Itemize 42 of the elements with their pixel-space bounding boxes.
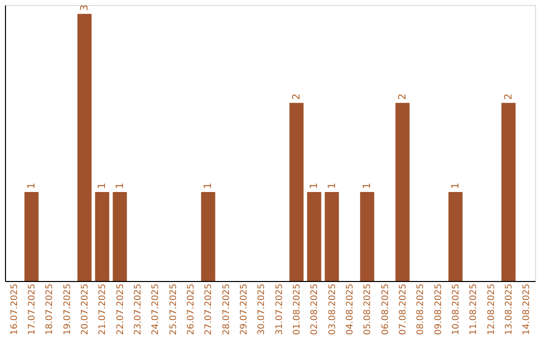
x-tick-label: 22.07.2025 [116,284,126,336]
x-tick-label: 29.07.2025 [240,284,250,336]
x-tick-label: 10.08.2025 [452,284,462,336]
x-tick-label: 07.08.2025 [398,284,408,336]
x-tick-label: 06.08.2025 [380,284,391,336]
x-tick-label: 11.08.2025 [469,284,480,336]
data-label: 1 [326,182,338,189]
data-label: 1 [26,182,38,189]
data-label: 1 [362,182,374,189]
data-label: 1 [309,182,320,189]
data-label: 2 [504,94,514,100]
x-tick-label: 24.07.2025 [151,284,162,336]
x-tick-label: 19.07.2025 [62,284,73,336]
x-tick-label: 05.08.2025 [363,284,374,336]
x-tick-label: 16.07.2025 [10,284,20,336]
x-tick-label: 04.08.2025 [346,284,356,336]
data-label: 1 [450,182,462,189]
x-tick-label: 28.07.2025 [222,284,232,336]
x-tick-label: 09.08.2025 [434,284,444,336]
x-tick-label: 08.08.2025 [416,284,426,336]
data-label: 2 [398,94,408,100]
x-tick-label: 13.08.2025 [504,284,514,336]
data-label: 1 [114,182,126,189]
data-label: 3 [80,4,90,11]
x-tick-label: 17.07.2025 [28,284,38,336]
x-tick-label: 26.07.2025 [186,284,196,336]
x-tick-label: 01.08.2025 [292,284,302,336]
data-label: 1 [97,182,108,189]
x-tick-label: 25.07.2025 [168,284,179,336]
x-tick-label: 21.07.2025 [98,284,108,336]
data-label: 2 [292,94,302,100]
x-tick-label: 27.07.2025 [204,284,214,336]
x-tick-label: 12.08.2025 [486,284,497,336]
data-label: 1 [203,182,214,189]
x-tick-label: 18.07.2025 [45,284,56,336]
x-tick-label: 20.07.2025 [80,284,90,336]
x-tick-label: 31.07.2025 [274,284,285,336]
x-tick-label: 03.08.2025 [328,284,338,336]
x-tick-label: 14.08.2025 [522,284,532,336]
x-tick-label: 30.07.2025 [257,284,268,336]
x-tick-label: 23.07.2025 [134,284,144,336]
x-tick-label: 02.08.2025 [310,284,320,336]
